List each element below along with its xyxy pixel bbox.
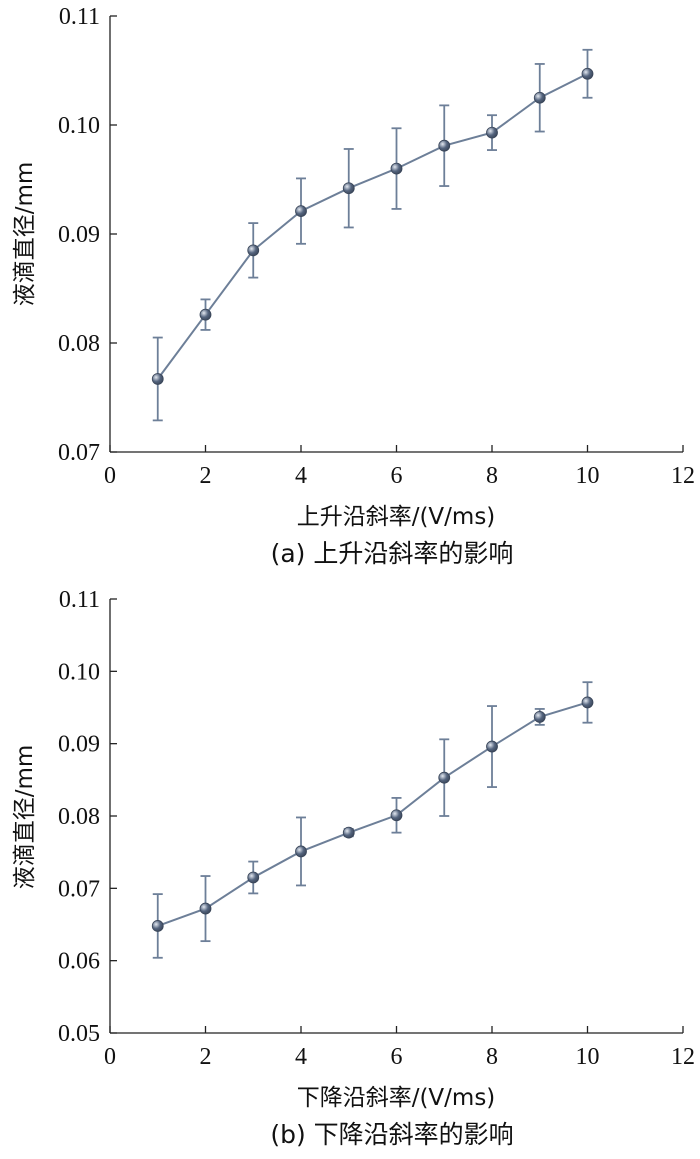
x-tick-label: 2 [200, 463, 212, 489]
data-point [581, 67, 594, 80]
x-tick-label: 6 [391, 1044, 403, 1070]
x-tick-label: 0 [104, 463, 116, 489]
y-tick-label: 0.05 [58, 1021, 100, 1047]
y-tick-label: 0.10 [58, 113, 100, 139]
data-point [151, 373, 164, 385]
x-tick-label: 4 [295, 463, 307, 489]
x-tick-label: 10 [576, 1044, 600, 1070]
y-axis-title: 液滴直径/mm [12, 162, 38, 307]
y-tick-label: 0.06 [58, 949, 100, 975]
x-tick-label: 12 [671, 463, 695, 489]
x-tick-label: 4 [295, 1044, 307, 1070]
y-tick-label: 0.07 [58, 876, 100, 902]
y-tick-label: 0.08 [58, 804, 100, 830]
y-tick-label: 0.07 [58, 440, 100, 466]
data-point [342, 182, 355, 195]
data-point [581, 696, 594, 709]
panel-a: 上升沿斜率/(V/ms) 液滴直径/mm (a) 上升沿斜率的影响 0 2 4 6 8 1… [12, 4, 695, 568]
data-point [390, 162, 403, 175]
data-point [151, 920, 164, 932]
y-tick-label: 0.10 [58, 659, 100, 685]
data-point [486, 126, 498, 139]
data-point [247, 244, 260, 257]
data-point [438, 771, 451, 784]
data-point [199, 902, 212, 915]
data-point [199, 308, 212, 321]
x-tick-label: 0 [104, 1044, 116, 1070]
x-tick-label: 8 [486, 1044, 498, 1070]
data-point [486, 740, 498, 753]
data-point [342, 826, 355, 839]
x-tick-label: 6 [391, 463, 403, 489]
y-tick-label: 0.11 [59, 587, 100, 613]
data-point [533, 91, 546, 104]
series-line [157, 701, 588, 927]
x-tick-label: 10 [576, 463, 600, 489]
x-tick-label: 2 [200, 1044, 212, 1070]
data-point [295, 205, 307, 218]
data-point [295, 845, 307, 858]
y-tick-label: 0.08 [58, 331, 100, 357]
x-axis-title: 上升沿斜率/(V/ms) [297, 504, 496, 530]
series-line [156, 72, 588, 380]
data-point [390, 809, 403, 822]
x-axis-title: 下降沿斜率/(V/ms) [297, 1085, 496, 1111]
y-axis-title: 液滴直径/mm [12, 745, 38, 890]
data-point [533, 711, 546, 723]
y-tick-label: 0.09 [58, 222, 100, 248]
y-tick-label: 0.09 [58, 732, 100, 758]
caption: (a) 上升沿斜率的影响 [271, 539, 514, 568]
data-point [247, 871, 260, 884]
caption: (b) 下降沿斜率的影响 [270, 1120, 513, 1149]
x-tick-label: 8 [486, 463, 498, 489]
panel-b: 下降沿斜率/(V/ms) 液滴直径/mm (b) 下降沿斜率的影响 0 2 4 6 8 1… [12, 587, 695, 1149]
y-tick-label: 0.11 [59, 4, 100, 30]
data-point [438, 139, 451, 152]
x-tick-label: 12 [671, 1044, 695, 1070]
